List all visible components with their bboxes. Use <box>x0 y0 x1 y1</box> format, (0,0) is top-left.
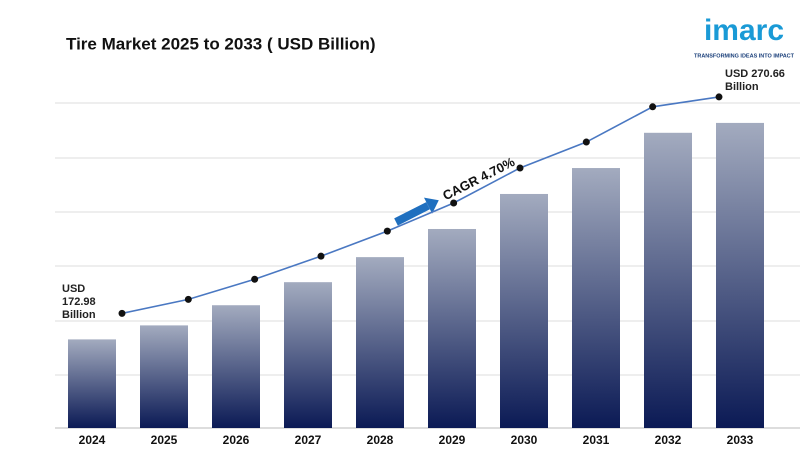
bar <box>284 282 332 428</box>
trend-dot <box>715 93 723 101</box>
x-tick-label: 2031 <box>583 433 610 447</box>
chart-title: Tire Market 2025 to 2033 ( USD Billion) <box>66 34 376 53</box>
trend-dot <box>184 295 192 303</box>
x-tick-label: 2026 <box>223 433 250 447</box>
bar <box>716 122 764 428</box>
x-tick-label: 2024 <box>79 433 106 447</box>
trend-dot <box>582 138 590 146</box>
trend-dot <box>516 164 524 172</box>
value-label: USD 270.66 Billion <box>725 68 785 93</box>
value-label: USD 172.98 Billion <box>62 283 96 321</box>
bar <box>428 228 476 428</box>
x-tick-label: 2032 <box>655 433 682 447</box>
trend-dot <box>383 227 391 235</box>
bar <box>572 168 620 428</box>
logo-tagline: TRANSFORMING IDEAS INTO IMPACT <box>694 53 795 59</box>
bar <box>68 339 116 428</box>
trend-dot <box>317 252 325 260</box>
trend-dot <box>251 275 259 283</box>
bar <box>212 305 260 428</box>
x-tick-label: 2028 <box>367 433 394 447</box>
bar <box>644 132 692 429</box>
trend-dot <box>118 309 126 317</box>
arrow-body <box>394 202 430 226</box>
trend-dot <box>450 199 458 207</box>
bar <box>356 257 404 428</box>
x-tick-label: 2025 <box>151 433 178 447</box>
x-tick-label: 2033 <box>727 433 754 447</box>
trend-line <box>121 96 720 315</box>
x-tick-label: 2027 <box>295 433 322 447</box>
x-tick-label: 2029 <box>439 433 466 447</box>
cagr-arrow: CAGR 4.70% <box>394 154 518 226</box>
trend-dot <box>649 103 657 111</box>
bar <box>140 325 188 428</box>
arrow-head <box>423 197 439 214</box>
logo: imarc <box>704 14 784 47</box>
bar <box>500 193 548 428</box>
x-tick-label: 2030 <box>511 433 538 447</box>
